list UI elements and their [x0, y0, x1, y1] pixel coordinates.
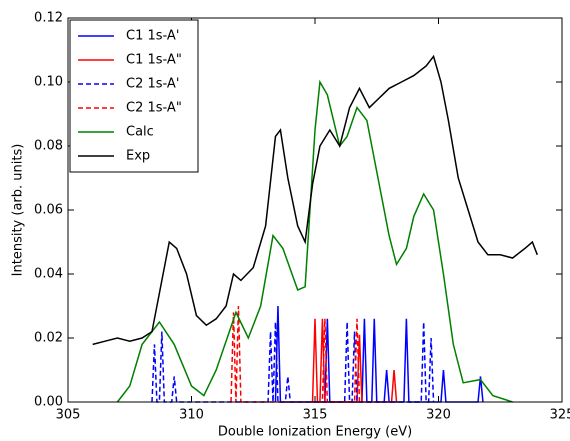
x-tick-label: 320	[426, 408, 451, 423]
x-tick-label: 305	[56, 408, 81, 423]
series-line	[92, 54, 538, 346]
legend-label: C1 1s-A"	[126, 53, 182, 68]
legend-label: Exp	[126, 149, 150, 164]
y-tick-label: 0.12	[34, 11, 63, 26]
legend-label: Calc	[126, 125, 154, 140]
x-axis-label: Double Ionization Energy (eV)	[218, 425, 412, 440]
x-tick-label: 325	[550, 408, 570, 423]
legend-box	[69, 19, 199, 173]
legend-label: C2 1s-A'	[126, 77, 179, 92]
x-tick-label: 315	[303, 408, 328, 423]
plot-frame	[67, 17, 563, 403]
series-line	[274, 305, 484, 403]
series-line	[230, 305, 361, 403]
y-tick-label: 0.04	[34, 267, 63, 282]
series-line	[116, 79, 513, 403]
series-line	[151, 321, 435, 403]
y-tick-label: 0.02	[34, 331, 63, 346]
y-tick-label: 0.00	[34, 395, 63, 410]
y-axis-label: Intensity (arb. units)	[11, 144, 26, 277]
y-tick-label: 0.08	[34, 139, 63, 154]
y-tick-label: 0.10	[34, 75, 63, 90]
legend-label: C2 1s-A"	[126, 101, 182, 116]
x-tick-label: 310	[179, 408, 204, 423]
legend-label: C1 1s-A'	[126, 29, 179, 44]
y-tick-label: 0.06	[34, 203, 63, 218]
